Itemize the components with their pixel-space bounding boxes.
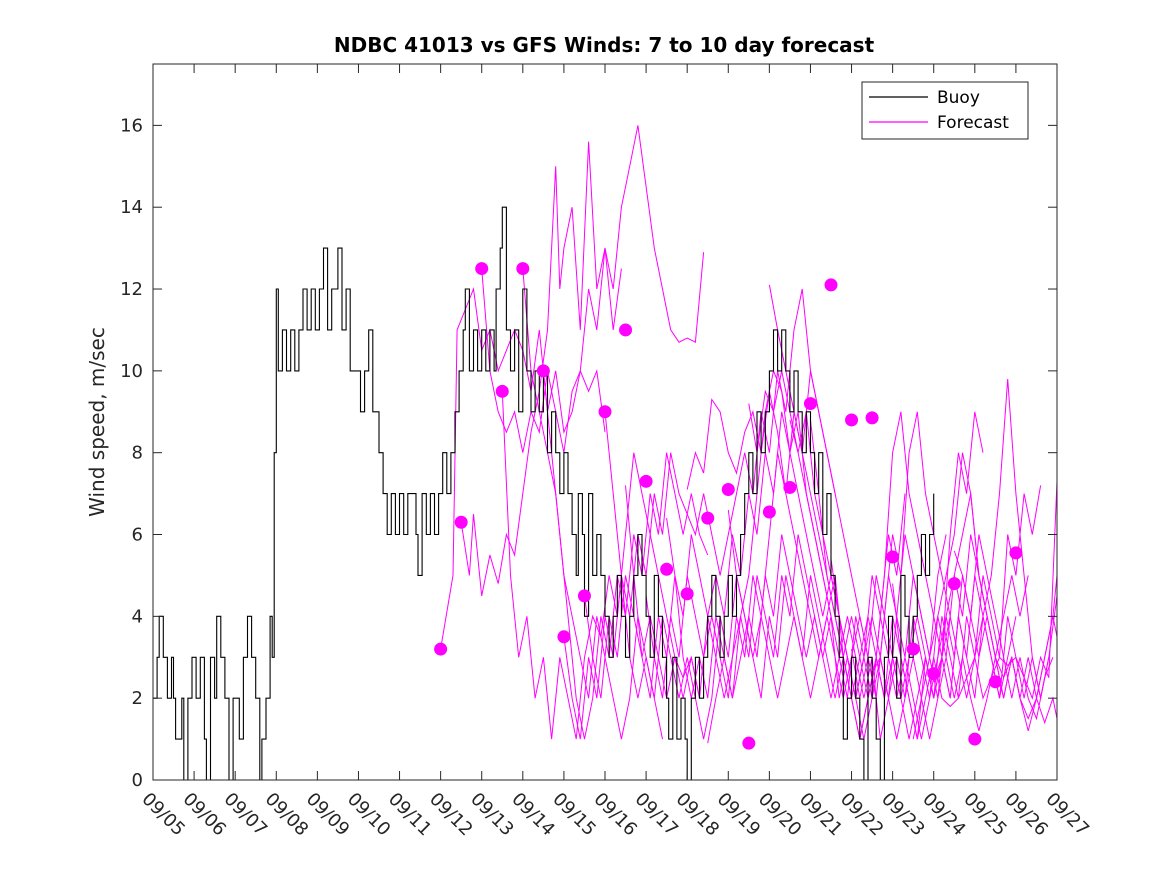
forecast-start-marker — [475, 262, 489, 276]
forecast-line — [851, 378, 1050, 740]
plot-area — [152, 63, 1058, 781]
forecast-start-marker — [454, 515, 468, 529]
forecast-start-marker — [721, 483, 735, 497]
forecast-start-marker — [536, 364, 550, 378]
forecast-start-marker — [660, 562, 674, 576]
forecast-start-marker — [783, 480, 797, 494]
y-axis: 0 2 4 6 8 10 12 14 16 — [120, 115, 1057, 791]
forecast-start-marker — [701, 511, 715, 525]
forecast-line — [460, 141, 622, 596]
forecast-start-marker — [988, 675, 1002, 689]
legend: Buoy Forecast — [861, 81, 1029, 140]
forecast-start-marker — [557, 630, 571, 644]
forecast-start-marker — [886, 550, 900, 564]
y-tick-label: 10 — [120, 361, 143, 382]
forecast-line — [481, 125, 705, 453]
forecast-line — [892, 481, 1057, 740]
legend-buoy-label: Buoy — [937, 88, 980, 108]
forecast-start-marker — [1009, 546, 1023, 560]
forecast-start-marker — [434, 642, 448, 656]
forecast-start-marker — [577, 589, 591, 603]
forecast-start-marker — [845, 413, 859, 427]
legend-forecast-label: Forecast — [937, 113, 1009, 133]
legend-box — [861, 81, 1029, 140]
forecast-start-marker — [680, 587, 694, 601]
forecast-markers — [434, 262, 1023, 750]
y-tick-label: 8 — [132, 443, 143, 464]
y-tick-label: 16 — [120, 115, 143, 136]
forecast-start-marker — [803, 397, 817, 411]
forecast-start-marker — [619, 323, 633, 337]
forecast-start-marker — [947, 577, 961, 591]
y-tick-label: 14 — [120, 197, 143, 218]
forecast-start-marker — [927, 667, 941, 681]
forecast-line — [912, 534, 1054, 740]
forecast-start-marker — [495, 384, 509, 398]
forecast-line — [707, 534, 947, 744]
forecast-start-marker — [639, 474, 653, 488]
y-tick-label: 4 — [132, 606, 143, 627]
y-tick-label: 2 — [132, 688, 143, 709]
y-tick-label: 0 — [132, 770, 143, 791]
chart-title: NDBC 41013 vs GFS Winds: 7 to 10 day for… — [334, 33, 875, 57]
y-axis-label: Wind speed, m/sec — [85, 327, 109, 517]
forecast-start-marker — [906, 642, 920, 656]
forecast-start-marker — [516, 262, 530, 276]
forecast-line — [748, 370, 988, 699]
forecast-start-marker — [762, 505, 776, 519]
forecast-line — [953, 550, 1057, 725]
y-tick-label: 6 — [132, 525, 143, 546]
forecast-start-marker — [968, 732, 982, 746]
forecast-start-marker — [865, 411, 879, 425]
forecast-start-marker — [598, 405, 612, 419]
forecast-start-marker — [742, 736, 756, 750]
forecast-start-marker — [824, 278, 838, 292]
y-tick-label: 12 — [120, 279, 143, 300]
